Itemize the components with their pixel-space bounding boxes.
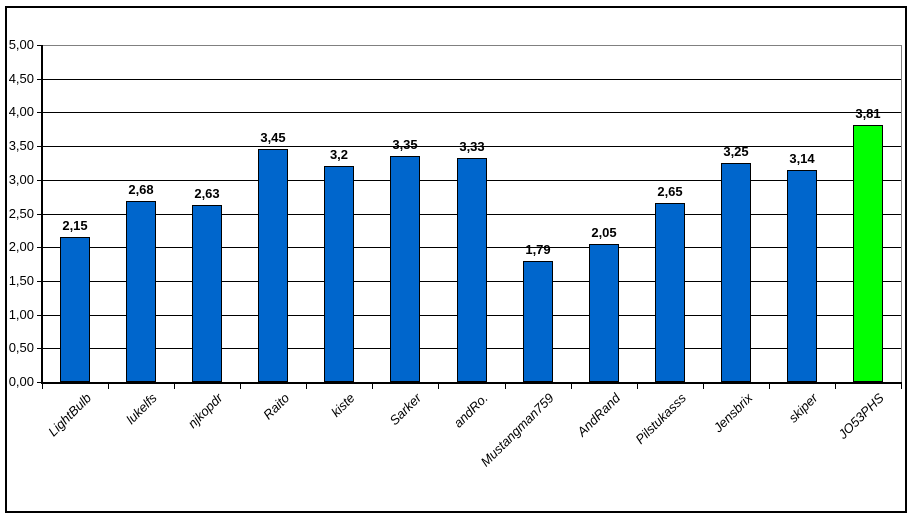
x-axis-label: JO53PHS (835, 390, 887, 442)
x-axis-label: AndRand (573, 390, 623, 440)
bar (655, 203, 685, 382)
bar (60, 237, 90, 382)
x-axis-tick (637, 382, 638, 389)
y-axis-tick (37, 214, 42, 215)
bar-value-label: 2,68 (128, 182, 154, 197)
x-axis-label: Raito (259, 390, 292, 423)
plot-border-right (901, 45, 902, 382)
bar (126, 201, 156, 382)
x-axis-tick (240, 382, 241, 389)
x-axis-label: Sarker (386, 390, 424, 428)
x-axis-label: kiste (328, 390, 358, 420)
bar-value-label: 2,05 (591, 225, 617, 240)
y-axis-tick (37, 112, 42, 113)
bar (853, 125, 883, 382)
y-axis (41, 45, 43, 382)
gridline (42, 146, 901, 147)
bar-value-label: 2,65 (657, 184, 683, 199)
bar (721, 163, 751, 382)
x-axis-label: skiper (785, 390, 821, 426)
bar (523, 261, 553, 382)
y-axis-tick (37, 79, 42, 80)
bar-value-label: 3,81 (855, 106, 881, 121)
y-axis-tick (37, 281, 42, 282)
y-axis-tick (37, 382, 42, 383)
chart-outer-frame (5, 6, 907, 513)
y-axis-tick-label: 4,00 (8, 104, 34, 119)
bar (258, 149, 288, 382)
x-axis-tick (306, 382, 307, 389)
x-axis-label: Pilstukasss (632, 390, 689, 447)
x-axis-tick (901, 382, 902, 389)
gridline (42, 79, 901, 80)
bar-value-label: 3,2 (329, 147, 349, 162)
x-axis-label: Jensbrix (710, 390, 755, 436)
x-axis-label: lukelfs (123, 390, 160, 427)
y-axis-tick-label: 3,00 (8, 172, 34, 187)
bar (787, 170, 817, 382)
bar-value-label: 3,25 (723, 144, 749, 159)
x-axis-tick (174, 382, 175, 389)
x-axis-tick (438, 382, 439, 389)
bar (457, 158, 487, 382)
y-axis-tick-label: 0,50 (8, 340, 34, 355)
bar-value-label: 1,79 (525, 242, 551, 257)
plot-border-top (42, 45, 901, 46)
x-axis-tick (108, 382, 109, 389)
bar-value-label: 3,33 (459, 139, 485, 154)
y-axis-tick-label: 3,50 (8, 138, 34, 153)
bar-value-label: 3,14 (789, 151, 815, 166)
y-axis-tick (37, 180, 42, 181)
bar (589, 244, 619, 382)
y-axis-tick-label: 1,50 (8, 273, 34, 288)
y-axis-tick-label: 5,00 (8, 37, 34, 52)
bar (390, 156, 420, 382)
x-axis-tick (372, 382, 373, 389)
x-axis-tick (703, 382, 704, 389)
x-axis-label: LightBulb (44, 390, 94, 440)
y-axis-tick (37, 315, 42, 316)
bar-value-label: 3,35 (392, 137, 418, 152)
y-axis-tick-label: 2,00 (8, 239, 34, 254)
y-axis-tick (37, 146, 42, 147)
x-axis-tick (505, 382, 506, 389)
x-axis-tick (571, 382, 572, 389)
gridline (42, 112, 901, 113)
y-axis-tick-label: 1,00 (8, 307, 34, 322)
bar-value-label: 3,45 (260, 130, 286, 145)
y-axis-tick-label: 2,50 (8, 206, 34, 221)
y-axis-tick-label: 0,00 (8, 374, 34, 389)
x-axis (41, 382, 902, 384)
x-axis-label: andRo. (450, 390, 491, 431)
x-axis-tick (835, 382, 836, 389)
bar-value-label: 2,63 (194, 186, 220, 201)
x-axis-label: njkopdr (185, 390, 226, 432)
y-axis-tick (37, 45, 42, 46)
bar-value-label: 2,15 (62, 218, 88, 233)
x-axis-tick (769, 382, 770, 389)
y-axis-tick-label: 4,50 (8, 71, 34, 86)
x-axis-label: Mustangman759 (477, 390, 557, 470)
y-axis-tick (37, 247, 42, 248)
y-axis-tick (37, 348, 42, 349)
bar (324, 166, 354, 382)
x-axis-tick (42, 382, 43, 389)
bar (192, 205, 222, 382)
